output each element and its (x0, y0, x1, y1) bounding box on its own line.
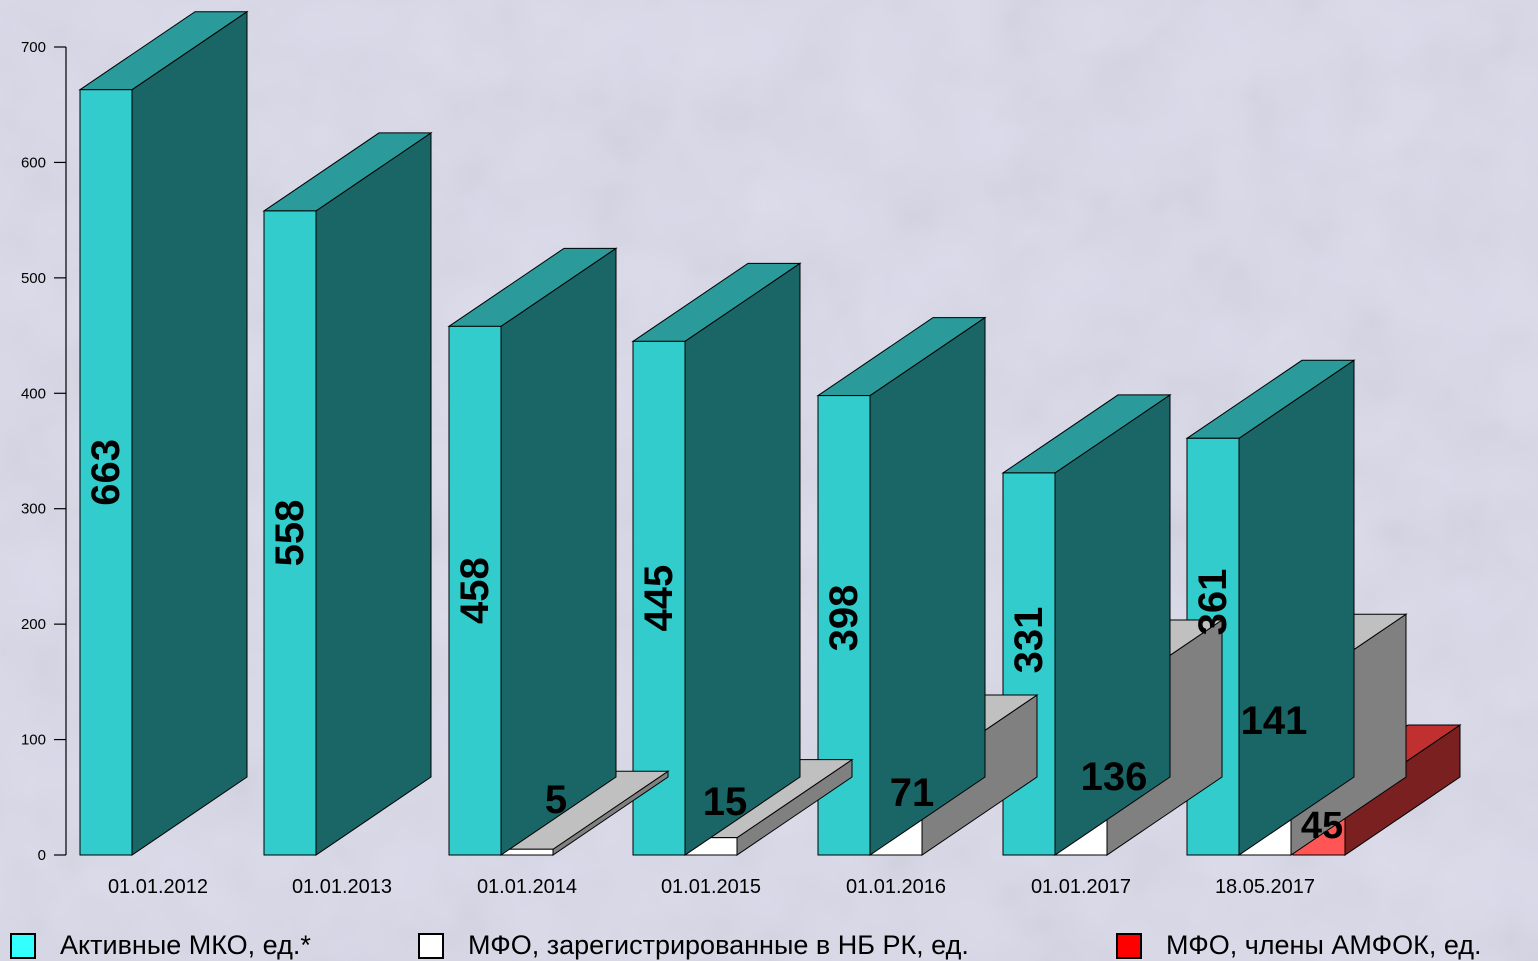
bar-active-0-side (131, 10, 248, 856)
bar-active-2-side (500, 247, 617, 856)
y-axis: 0 100 200 300 400 500 600 700 (21, 39, 67, 864)
bar-active-1-front (263, 210, 317, 856)
legend-label-mfo-amfok: МФО, члены АМФОК, ед. (1166, 930, 1482, 960)
legend-item-mfo-amfok: МФО, члены АМФОК, ед. (1116, 930, 1482, 961)
legend: Активные МКО, ед.* МФО, зарегистрированн… (0, 922, 1538, 961)
data-label-registered: 136 (1081, 755, 1148, 799)
data-label-active: 558 (268, 500, 312, 567)
data-label-registered: 5 (545, 778, 567, 822)
legend-item-mfo-registered: МФО, зарегистрированные в НБ РК, ед. (418, 930, 969, 961)
bar-active-6-side (1238, 359, 1355, 856)
legend-swatch-active-mko (10, 932, 36, 959)
bar-active-1 (262, 131, 433, 856)
y-tick-label: 700 (21, 39, 46, 56)
data-label-active: 398 (822, 585, 866, 652)
y-tick-label: 0 (38, 847, 46, 864)
data-label-registered: 71 (890, 771, 935, 815)
data-label-registered: 141 (1241, 699, 1308, 743)
bar-active-3 (631, 262, 802, 856)
y-tick-label: 600 (21, 154, 46, 171)
y-tick-label: 500 (21, 270, 46, 287)
data-label-amfok: 45 (1301, 805, 1343, 847)
y-tick-label: 300 (21, 501, 46, 518)
bar-active-4 (816, 316, 987, 856)
x-tick-label: 01.01.2016 (846, 876, 946, 898)
bar-active-0 (78, 10, 249, 856)
bars: 663 558 458 5 445 15 398 71 331 136 361 141 45 (78, 10, 1462, 856)
legend-swatch-mfo-registered (418, 932, 444, 959)
data-label-active: 445 (637, 565, 681, 632)
x-tick-label: 01.01.2014 (477, 876, 577, 898)
x-tick-label: 01.01.2017 (1031, 876, 1131, 898)
bar-active-5 (1001, 393, 1172, 856)
x-tick-label: 18.05.2017 (1215, 876, 1315, 898)
y-tick-label: 100 (21, 732, 46, 749)
bar-active-0-front (79, 89, 133, 856)
bar-active-1-side (315, 131, 432, 856)
legend-item-active-mko: Активные МКО, ед.* (10, 930, 311, 961)
bar-active-3-front (632, 340, 686, 856)
bar-registered-2 (499, 770, 670, 856)
bar-active-2-front (448, 325, 502, 856)
data-label-active: 361 (1191, 569, 1235, 636)
data-label-active: 663 (84, 439, 128, 506)
y-tick-label: 400 (21, 385, 46, 402)
legend-swatch-mfo-amfok (1116, 932, 1142, 959)
y-tick-label: 200 (21, 616, 46, 633)
legend-label-mfo-registered: МФО, зарегистрированные в НБ РК, ед. (468, 930, 969, 960)
legend-label-active-mko: Активные МКО, ед.* (60, 930, 311, 960)
data-label-active: 458 (453, 557, 497, 624)
bar-active-2 (447, 247, 618, 856)
x-tick-label: 01.01.2013 (292, 876, 392, 898)
bar-active-3-side (684, 262, 801, 856)
data-label-registered: 15 (703, 780, 748, 824)
data-label-active: 331 (1007, 607, 1051, 674)
x-tick-label: 01.01.2015 (661, 876, 761, 898)
x-axis-labels: 01.01.2012 01.01.2013 01.01.2014 01.01.2015… (108, 876, 1315, 898)
x-tick-label: 01.01.2012 (108, 876, 208, 898)
